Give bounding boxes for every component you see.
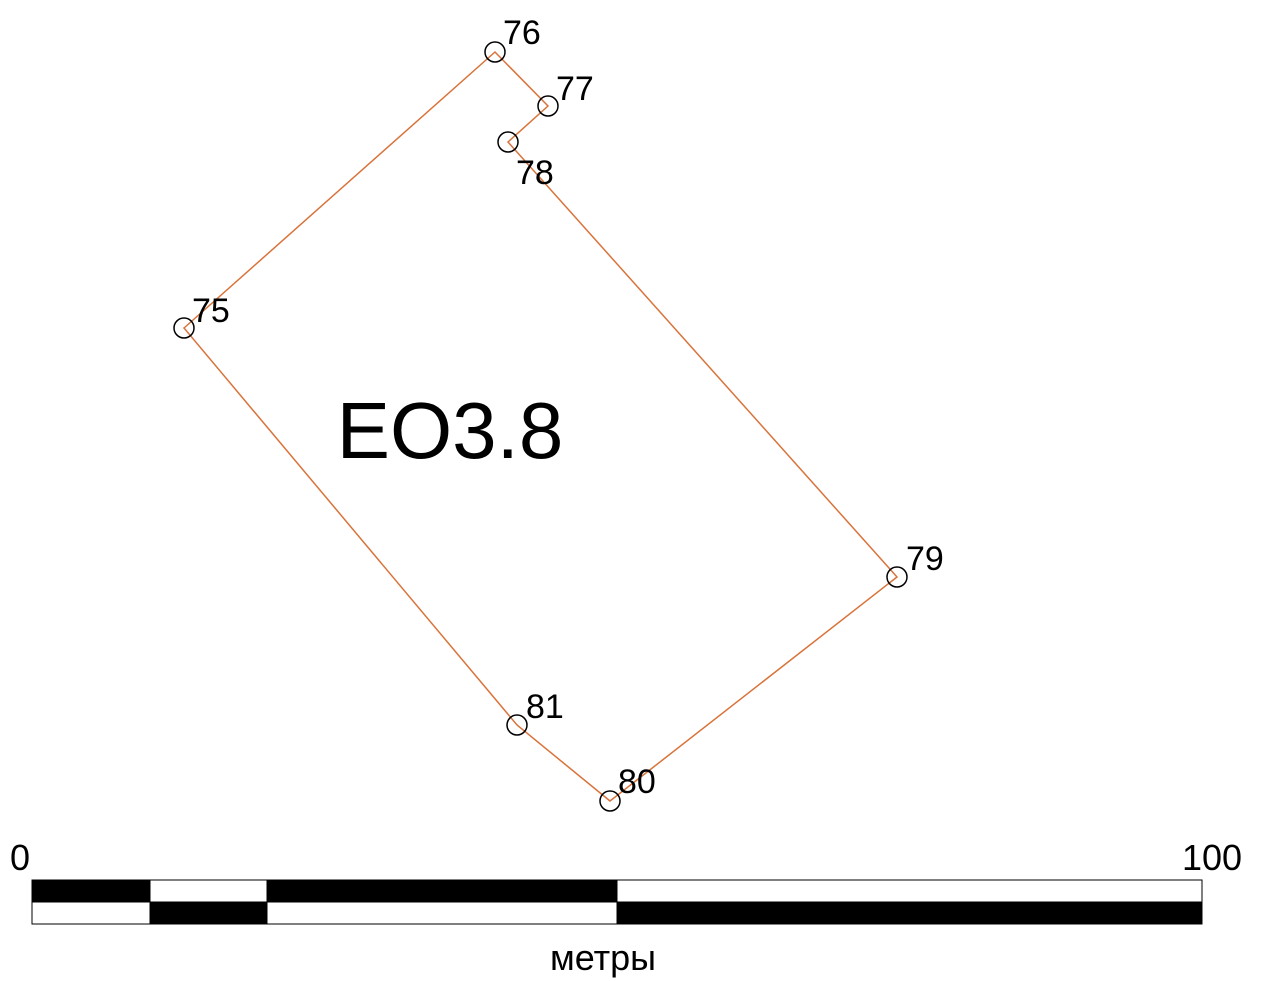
point-label: 80 bbox=[618, 763, 656, 801]
boundary-point bbox=[484, 41, 506, 63]
point-label: 81 bbox=[526, 688, 564, 726]
boundary-point bbox=[599, 790, 621, 812]
scale-segment bbox=[266, 901, 618, 925]
scale-segment bbox=[616, 879, 1203, 903]
scale-segment bbox=[266, 879, 618, 903]
scale-bar: 0 100 метры bbox=[10, 837, 1242, 978]
scale-start-label: 0 bbox=[10, 837, 30, 878]
scale-segment bbox=[149, 879, 268, 903]
boundary-point bbox=[886, 566, 908, 588]
boundary-point bbox=[497, 131, 519, 153]
scale-segment bbox=[616, 901, 1203, 925]
scale-segment bbox=[31, 879, 151, 903]
boundary-point bbox=[506, 714, 528, 736]
parcel-boundary bbox=[182, 50, 899, 802]
parcel-label: ЕО3.8 bbox=[337, 386, 564, 475]
boundary-point bbox=[537, 95, 559, 117]
point-label: 79 bbox=[906, 540, 944, 578]
point-label: 77 bbox=[556, 70, 594, 108]
scale-segment bbox=[31, 901, 151, 925]
scale-end-label: 100 bbox=[1182, 837, 1242, 878]
point-label: 76 bbox=[503, 14, 541, 52]
point-label: 78 bbox=[516, 154, 554, 192]
scale-segment bbox=[149, 901, 268, 925]
boundary-point bbox=[173, 317, 195, 339]
parcel: 75 76 77 78 79 80 81 bbox=[173, 14, 944, 812]
point-label: 75 bbox=[192, 292, 230, 330]
scale-unit: метры bbox=[550, 937, 656, 978]
